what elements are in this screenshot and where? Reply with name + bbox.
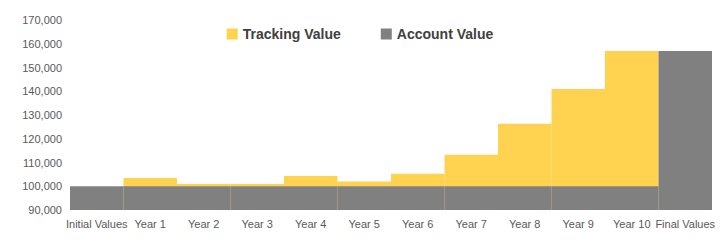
svg-text:Year 6: Year 6 (402, 218, 433, 230)
svg-text:Year 1: Year 1 (135, 218, 166, 230)
svg-text:Initial Values: Initial Values (66, 218, 128, 230)
svg-text:150,000: 150,000 (22, 62, 62, 74)
svg-text:Year 7: Year 7 (456, 218, 487, 230)
svg-text:Year 3: Year 3 (242, 218, 273, 230)
svg-text:90,000: 90,000 (28, 204, 62, 216)
svg-text:Year 5: Year 5 (349, 218, 380, 230)
svg-text:Year 4: Year 4 (295, 218, 326, 230)
svg-text:Account Value: Account Value (397, 26, 494, 42)
svg-text:120,000: 120,000 (22, 133, 62, 145)
svg-text:Year 2: Year 2 (188, 218, 219, 230)
svg-text:160,000: 160,000 (22, 38, 62, 50)
svg-text:100,000: 100,000 (22, 180, 62, 192)
svg-text:Final Values: Final Values (655, 218, 715, 230)
svg-text:Year 9: Year 9 (563, 218, 594, 230)
svg-text:Tracking Value: Tracking Value (243, 26, 341, 42)
svg-text:Year 8: Year 8 (509, 218, 540, 230)
svg-text:140,000: 140,000 (22, 85, 62, 97)
svg-text:Year 10: Year 10 (613, 218, 651, 230)
svg-text:170,000: 170,000 (22, 14, 62, 26)
svg-text:110,000: 110,000 (23, 157, 62, 169)
svg-text:130,000: 130,000 (22, 109, 62, 121)
